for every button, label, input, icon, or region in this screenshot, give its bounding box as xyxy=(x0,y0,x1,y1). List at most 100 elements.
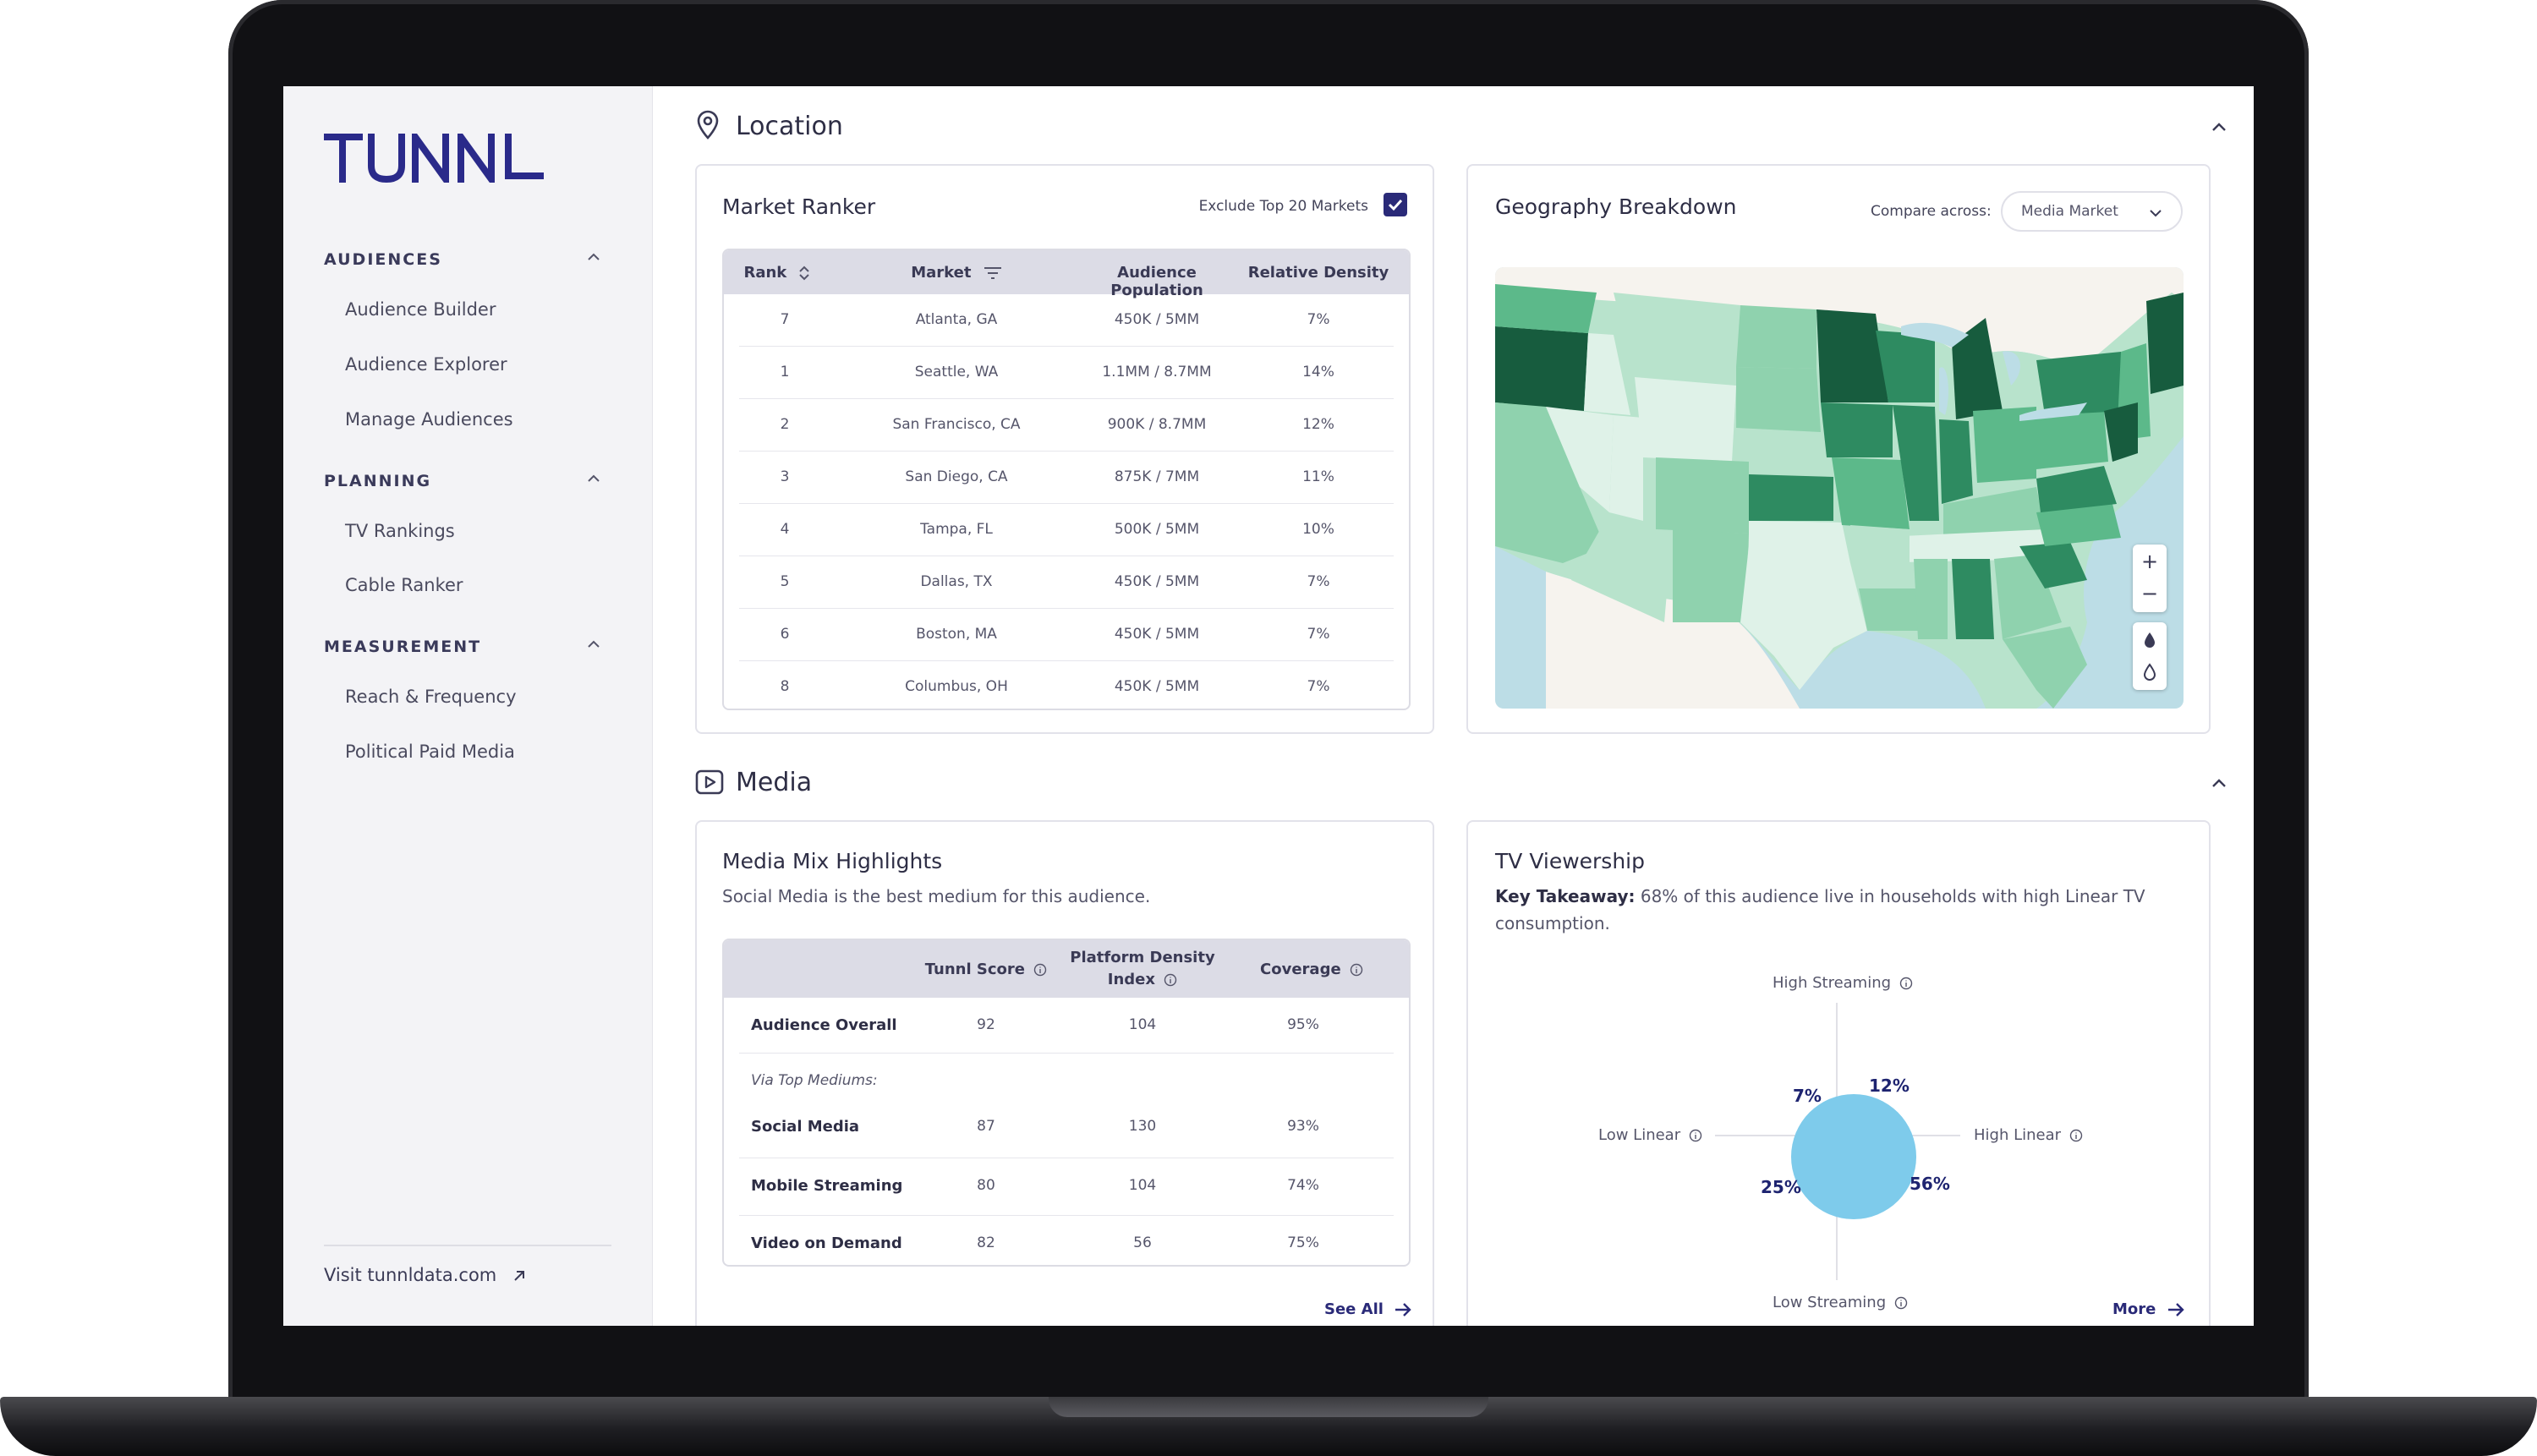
table-row[interactable]: Social Media 87 130 93% xyxy=(724,1101,1409,1158)
cell-rank: 5 xyxy=(780,573,790,590)
info-icon[interactable] xyxy=(1899,977,1913,990)
row-divider xyxy=(739,660,1394,661)
cell-rank: 1 xyxy=(780,364,790,380)
see-all-label: See All xyxy=(1324,1300,1384,1318)
info-icon[interactable] xyxy=(1164,973,1177,987)
tunnl-logo[interactable] xyxy=(322,126,545,190)
key-takeaway-line-2: consumption. xyxy=(1495,913,1610,933)
chevron-up-icon[interactable] xyxy=(584,247,604,267)
chevron-up-icon[interactable] xyxy=(2207,771,2231,795)
axis-label-high-linear: High Linear xyxy=(1974,1126,2083,1144)
info-icon[interactable] xyxy=(1350,963,1363,977)
map-pin-icon xyxy=(697,110,719,140)
sort-icon xyxy=(798,265,809,281)
nav-item-manage-audiences[interactable]: Manage Audiences xyxy=(345,409,513,430)
cell-market: Tampa, FL xyxy=(920,521,993,538)
info-icon[interactable] xyxy=(1033,963,1047,977)
row-label: Mobile Streaming xyxy=(751,1177,903,1195)
column-header-coverage[interactable]: Coverage xyxy=(1231,961,1392,978)
cell-market: Columbus, OH xyxy=(905,678,1008,695)
compare-across-select[interactable]: Media Market xyxy=(2001,191,2183,232)
arrow-right-icon xyxy=(1395,1303,1411,1316)
zoom-in-button[interactable]: + xyxy=(2140,550,2159,573)
exclude-top-markets-checkbox[interactable] xyxy=(1384,193,1407,216)
table-row[interactable]: 7 Atlanta, GA 450K / 5MM 7% xyxy=(724,294,1409,347)
quadrant-value-top-left: 7% xyxy=(1793,1086,1822,1106)
filter-icon xyxy=(984,267,1001,279)
chevron-up-icon[interactable] xyxy=(584,634,604,654)
column-header-label: Rank xyxy=(743,264,787,282)
see-all-link[interactable]: See All xyxy=(1324,1300,1412,1318)
info-icon[interactable] xyxy=(1894,1296,1908,1310)
column-header-tunnl-score[interactable]: Tunnl Score xyxy=(918,961,1054,978)
market-ranker-card: Market Ranker Exclude Top 20 Markets Ran… xyxy=(695,164,1434,734)
card-title: Market Ranker xyxy=(722,194,876,219)
table-row[interactable]: 8 Columbus, OH 450K / 5MM 7% xyxy=(724,661,1409,709)
cell-density: 7% xyxy=(1307,573,1330,590)
nav-section-planning[interactable]: PLANNING xyxy=(324,472,432,490)
cell-coverage: 75% xyxy=(1287,1234,1319,1251)
axis-label-text: Low Streaming xyxy=(1773,1294,1887,1311)
column-header-relative-density[interactable]: Relative Density xyxy=(1247,264,1389,282)
chevron-up-icon[interactable] xyxy=(584,468,604,489)
cell-market: San Diego, CA xyxy=(905,468,1008,485)
column-header-market[interactable]: Market xyxy=(859,264,1054,282)
nav-item-reach-frequency[interactable]: Reach & Frequency xyxy=(345,687,517,707)
cell-population: 450K / 5MM xyxy=(1114,678,1200,695)
fill-drop-icon[interactable] xyxy=(2143,631,2156,649)
nav-item-audience-explorer[interactable]: Audience Explorer xyxy=(345,354,507,375)
column-header-audience-population[interactable]: Audience Population xyxy=(1110,264,1203,299)
row-label: Audience Overall xyxy=(751,1016,897,1034)
table-row[interactable]: Video on Demand 82 56 75% xyxy=(724,1216,1409,1265)
nav-item-cable-ranker[interactable]: Cable Ranker xyxy=(345,575,463,595)
column-header-rank[interactable]: Rank xyxy=(739,264,815,282)
more-label: More xyxy=(2112,1300,2156,1318)
card-title: Media Mix Highlights xyxy=(722,849,943,873)
table-row[interactable]: Audience Overall 92 104 95% xyxy=(724,998,1409,1054)
zoom-controls: + − xyxy=(2133,545,2167,612)
table-row[interactable]: 4 Tampa, FL 500K / 5MM 10% xyxy=(724,504,1409,556)
table-row[interactable]: 2 San Francisco, CA 900K / 8.7MM 12% xyxy=(724,399,1409,452)
cell-tunnl-score: 82 xyxy=(977,1234,995,1251)
nav-section-measurement[interactable]: MEASUREMENT xyxy=(324,638,482,656)
nav-item-tv-rankings[interactable]: TV Rankings xyxy=(345,521,455,541)
info-icon[interactable] xyxy=(2069,1129,2083,1142)
cell-density: 7% xyxy=(1307,678,1330,695)
table-row[interactable]: 5 Dallas, TX 450K / 5MM 7% xyxy=(724,556,1409,609)
outline-drop-icon[interactable] xyxy=(2143,663,2156,681)
table-row[interactable]: Mobile Streaming 80 104 74% xyxy=(724,1158,1409,1216)
row-divider xyxy=(739,1215,1394,1216)
column-header-label: Tunnl Score xyxy=(924,961,1025,978)
column-header-label: Market xyxy=(911,264,972,282)
column-header-index[interactable]: Index xyxy=(1062,971,1223,988)
cell-population: 875K / 7MM xyxy=(1114,468,1200,485)
key-takeaway-line-1: Key Takeaway: 68% of this audience live … xyxy=(1495,886,2145,906)
cell-market: San Francisco, CA xyxy=(892,416,1021,433)
nav-item-audience-builder[interactable]: Audience Builder xyxy=(345,299,496,320)
us-choropleth-map[interactable]: + − xyxy=(1495,267,2184,709)
app-screen: AUDIENCES Audience Builder Audience Expl… xyxy=(283,86,2254,1326)
info-icon[interactable] xyxy=(1689,1129,1702,1142)
cell-density: 11% xyxy=(1302,468,1334,485)
audience-bubble[interactable] xyxy=(1791,1094,1916,1219)
nav-section-audiences[interactable]: AUDIENCES xyxy=(324,250,442,269)
axis-label-low-streaming: Low Streaming xyxy=(1773,1294,1908,1311)
table-row[interactable]: 1 Seattle, WA 1.1MM / 8.7MM 14% xyxy=(724,347,1409,399)
nav-item-political-paid-media[interactable]: Political Paid Media xyxy=(345,742,515,762)
more-link[interactable]: More xyxy=(2112,1300,2185,1318)
cell-population: 450K / 5MM xyxy=(1114,311,1200,328)
cell-market: Atlanta, GA xyxy=(915,311,998,328)
select-value: Media Market xyxy=(2021,203,2118,220)
table-row[interactable]: 6 Boston, MA 450K / 5MM 7% xyxy=(724,609,1409,661)
chevron-up-icon[interactable] xyxy=(2207,115,2231,139)
cell-tunnl-score: 92 xyxy=(977,1016,995,1033)
cell-density: 7% xyxy=(1307,311,1330,328)
table-row[interactable]: 3 San Diego, CA 875K / 7MM 11% xyxy=(724,452,1409,504)
sidebar: AUDIENCES Audience Builder Audience Expl… xyxy=(283,86,653,1326)
column-header-platform-density[interactable]: Platform Density xyxy=(1070,949,1215,966)
zoom-out-button[interactable]: − xyxy=(2140,582,2159,605)
via-top-mediums-label: Via Top Mediums: xyxy=(751,1072,878,1089)
visit-website-link[interactable]: Visit tunnldata.com xyxy=(324,1265,528,1285)
cell-platform-density: 56 xyxy=(1133,1234,1152,1251)
cell-tunnl-score: 87 xyxy=(977,1118,995,1135)
